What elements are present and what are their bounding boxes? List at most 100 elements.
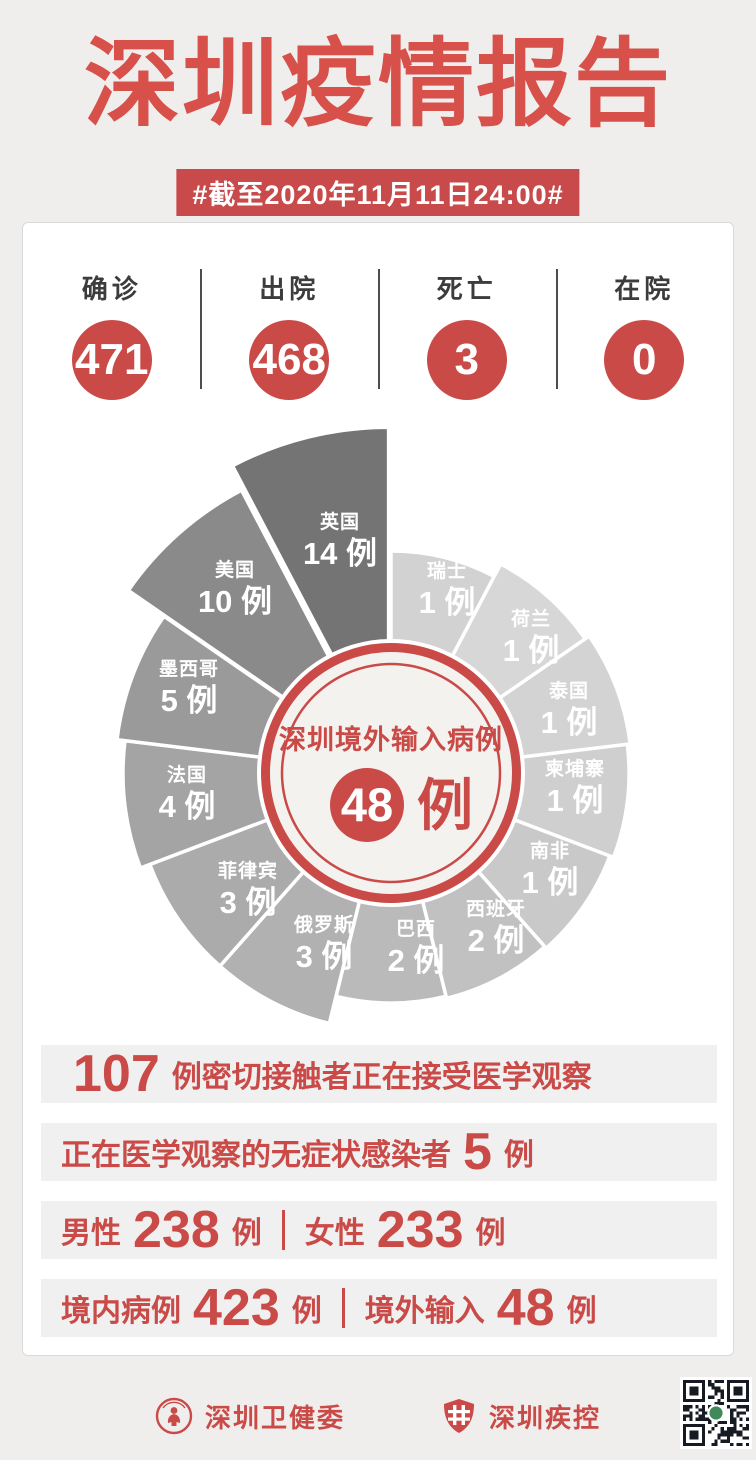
male-label: 男性 <box>61 1217 121 1250</box>
summary-stats-row: 确诊 471 出院 468 死亡 3 在院 0 <box>23 269 733 400</box>
org-health-commission: 深圳卫健委 <box>155 1397 345 1435</box>
row-gender: 男性 238 例 女性 233 例 <box>41 1201 717 1259</box>
chart-slice-name-helan: 荷兰 <box>511 607 551 630</box>
chart-slice-value-taiguo: 1 例 <box>541 705 598 740</box>
stat-in-hospital-label: 在院 <box>614 274 675 304</box>
chart-center-value-badge <box>330 768 404 842</box>
chart-slice-moxige <box>115 613 392 775</box>
chart-slice-name-faguo: 法国 <box>167 763 207 786</box>
qr-code <box>680 1377 752 1449</box>
stat-deaths-value-badge: 3 <box>426 320 507 400</box>
imported-label: 境外输入 <box>364 1295 485 1328</box>
domestic-label: 境内病例 <box>61 1295 181 1328</box>
imported-value: 48 <box>496 1279 555 1337</box>
chart-slice-name-moxige: 墨西哥 <box>159 658 219 680</box>
close-contacts-number: 107 <box>73 1045 160 1103</box>
stat-deaths-label: 死亡 <box>436 274 497 304</box>
chart-center-value: 48 <box>341 778 393 831</box>
stat-confirmed-value-badge: 471 <box>71 320 152 400</box>
cdc-shield-icon <box>441 1397 477 1435</box>
stat-confirmed-value: 471 <box>75 335 149 384</box>
asymptomatic-unit: 例 <box>503 1139 534 1172</box>
chart-slice-faguo <box>121 738 392 871</box>
chart-center-inner-ring <box>280 662 502 884</box>
chart-slice-xibanya <box>389 771 548 1001</box>
chart-slice-value-xibanya: 2 例 <box>468 923 525 958</box>
rose-chart-svg: 瑞士1 例荷兰1 例泰国1 例柬埔寨1 例南非1 例西班牙2 例巴西2 例俄罗斯… <box>115 425 633 1026</box>
male-unit: 例 <box>231 1217 262 1250</box>
stat-in-hospital-value: 0 <box>632 335 657 384</box>
chart-slice-value-yingguo: 14 例 <box>303 536 377 571</box>
chart-slice-name-nanfei: 南非 <box>530 840 570 862</box>
chart-slice-value-baxi: 2 例 <box>388 943 445 978</box>
row-origin: 境内病例 423 例 境外输入 48 例 <box>41 1279 717 1337</box>
female-label: 女性 <box>304 1217 365 1250</box>
stat-divider <box>378 269 380 389</box>
chart-slice-name-taiguo: 泰国 <box>548 679 589 702</box>
male-value: 238 <box>133 1201 220 1259</box>
chart-slice-value-faguo: 4 例 <box>159 789 216 824</box>
org-cdc: 深圳疾控 <box>441 1397 601 1435</box>
org-cdc-label: 深圳疾控 <box>489 1402 602 1433</box>
chart-slice-value-moxige: 5 例 <box>161 683 218 718</box>
chart-slice-name-ruishi: 瑞士 <box>427 559 467 582</box>
domestic-value: 423 <box>193 1279 280 1337</box>
chart-center-ring <box>261 643 521 903</box>
stat-discharged-label: 出院 <box>259 274 320 304</box>
stat-divider <box>556 269 558 389</box>
stat-confirmed-label: 确诊 <box>81 274 142 304</box>
chart-slice-baxi <box>333 772 449 1005</box>
chart-center-outer <box>257 639 525 907</box>
chart-slice-name-meiguo: 美国 <box>215 558 255 581</box>
chart-slice-taiguo <box>390 633 633 775</box>
chart-slice-jianpuzhai <box>390 742 631 860</box>
report-card: 确诊 471 出院 468 死亡 3 在院 0 <box>22 222 734 1356</box>
chart-slice-ruishi <box>389 549 497 774</box>
chart-slice-name-baxi: 巴西 <box>396 919 436 940</box>
chart-slice-value-meiguo: 10 例 <box>198 584 272 619</box>
chart-slice-value-feilvbin: 3 例 <box>220 885 277 920</box>
page-title: 深圳疫情报告 <box>84 31 672 138</box>
health-commission-seal-icon <box>155 1397 193 1435</box>
female-value: 233 <box>376 1201 464 1259</box>
chart-slice-value-jianpuzhai: 1 例 <box>547 783 604 818</box>
female-unit: 例 <box>475 1217 506 1250</box>
org-health-commission-label: 深圳卫健委 <box>204 1402 345 1433</box>
chart-slice-meiguo <box>125 487 390 772</box>
chart-center-unit: 例 <box>417 774 473 837</box>
chart-slice-yingguo <box>230 425 391 765</box>
chart-slice-value-helan: 1 例 <box>503 633 560 668</box>
chart-slice-name-xibanya: 西班牙 <box>466 897 526 920</box>
chart-slice-feilvbin <box>147 771 393 969</box>
stat-deaths-value: 3 <box>454 335 479 384</box>
chart-slice-name-eluosi: 俄罗斯 <box>293 913 354 936</box>
stat-confirmed: 确诊 471 <box>23 269 201 400</box>
chart-slice-name-jianpuzhai: 柬埔寨 <box>545 757 605 780</box>
chart-slice-name-feilvbin: 菲律宾 <box>218 859 278 882</box>
stat-discharged-value-badge: 468 <box>249 320 330 400</box>
stat-deaths: 死亡 3 <box>378 269 556 400</box>
gender-divider <box>281 1210 285 1250</box>
chart-slice-helan <box>389 561 588 775</box>
close-contacts-text: 例密切接触者正在接受医学观察 <box>171 1061 592 1094</box>
footer: 深圳卫健委 深圳疾控 <box>0 1384 756 1448</box>
asymptomatic-number: 5 <box>463 1123 492 1181</box>
chart-slice-value-eluosi: 3 例 <box>296 939 353 974</box>
chart-slice-nanfei <box>389 771 613 951</box>
chart-slice-eluosi <box>217 771 393 1026</box>
asymptomatic-text: 正在医学观察的无症状感染者 <box>61 1139 451 1172</box>
imported-cases-rose-chart: 瑞士 1 例荷兰 1 例泰国 1 例柬埔寨 1 例南非 1 例西班牙 2 例巴西 2 例俄罗斯… <box>31 413 751 1133</box>
stat-discharged: 出院 468 <box>201 269 379 400</box>
row-asymptomatic: 正在医学观察的无症状感染者 5 例 <box>41 1123 717 1181</box>
date-banner: #截至2020年11月11日24:00# <box>176 169 580 216</box>
chart-slice-value-ruishi: 1 例 <box>419 585 476 620</box>
detail-rows: 107 例密切接触者正在接受医学观察 正在医学观察的无症状感染者 5 例 男性 … <box>41 1045 717 1357</box>
row-close-contacts: 107 例密切接触者正在接受医学观察 <box>41 1045 717 1103</box>
imported-unit: 例 <box>566 1295 597 1328</box>
chart-slice-value-nanfei: 1 例 <box>522 865 579 900</box>
stat-in-hospital-value-badge: 0 <box>604 320 685 400</box>
stat-in-hospital: 在院 0 <box>556 269 734 400</box>
chart-center-title: 深圳境外输入病例 <box>279 724 503 755</box>
chart-slice-name-yingguo: 英国 <box>320 510 360 533</box>
